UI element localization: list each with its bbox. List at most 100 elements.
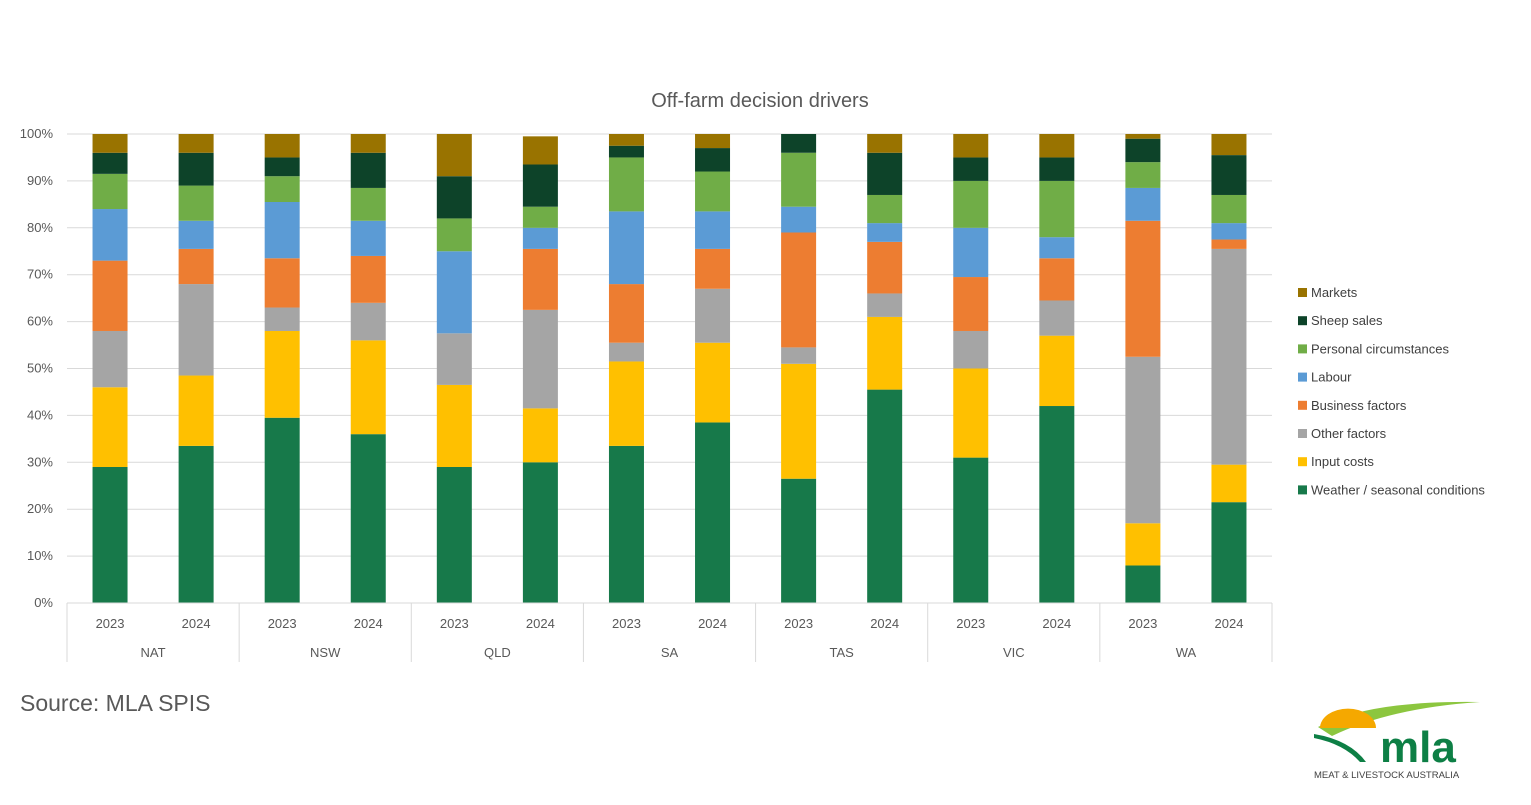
bar-segment: [436, 466, 472, 603]
bar-segment: [608, 145, 644, 158]
bars: [92, 134, 1247, 603]
x-year-label: 2023: [956, 616, 985, 631]
bar-segment: [1039, 237, 1075, 259]
x-year-label: 2023: [612, 616, 641, 631]
legend-label: Labour: [1311, 370, 1352, 385]
y-tick-label: 50%: [27, 361, 53, 376]
bar-segment: [264, 176, 300, 203]
bar-segment: [178, 375, 214, 446]
bar-segment: [92, 387, 128, 467]
bar-segment: [436, 384, 472, 467]
bar-segment: [350, 255, 386, 303]
bar-segment: [1211, 223, 1247, 240]
bar-segment: [1125, 220, 1161, 357]
bar-segment: [781, 152, 817, 207]
bar-segment: [867, 389, 903, 603]
bar-segment: [1039, 180, 1075, 238]
bar-segment: [92, 209, 128, 261]
bar-segment: [781, 232, 817, 348]
bar-segment: [1211, 239, 1247, 249]
source-note: Source: MLA SPIS: [20, 690, 211, 716]
stacked-bar-chart: Off-farm decision drivers 0% 10% 20% 30% 40%…: [20, 90, 1485, 662]
y-tick-label: 30%: [27, 454, 53, 469]
bar-segment: [436, 218, 472, 252]
bar-segment: [522, 248, 558, 310]
bar-segment: [608, 134, 644, 146]
bar-segment: [522, 206, 558, 228]
chart-title: Off-farm decision drivers: [651, 90, 868, 112]
legend-label: Input costs: [1311, 454, 1374, 469]
bar-segment: [953, 330, 989, 369]
y-tick-label: 80%: [27, 220, 53, 235]
bar-segment: [695, 148, 731, 172]
bar-segment: [695, 171, 731, 212]
bar-segment: [1125, 523, 1161, 566]
bar-segment: [178, 248, 214, 285]
bar-segment: [1125, 565, 1161, 603]
bar-segment: [522, 164, 558, 207]
bar-segment: [178, 185, 214, 221]
bar-segment: [867, 223, 903, 242]
x-group-label: QLD: [484, 645, 511, 660]
y-tick-label: 70%: [27, 267, 53, 282]
bar-segment: [264, 134, 300, 158]
bar-segment: [695, 342, 731, 423]
bar-segment: [867, 194, 903, 224]
x-group-label: NAT: [141, 645, 166, 660]
bar-segment: [953, 180, 989, 228]
x-year-label: 2024: [354, 616, 383, 631]
bar-segment: [953, 134, 989, 158]
bar-segment: [1211, 155, 1247, 195]
bar-segment: [436, 134, 472, 177]
x-group-label: WA: [1176, 645, 1197, 660]
bar-segment: [953, 368, 989, 458]
legend-swatch: [1298, 316, 1307, 326]
bar-segment: [781, 206, 817, 233]
bar-segment: [608, 284, 644, 343]
x-year-label: 2024: [182, 616, 211, 631]
y-tick-label: 10%: [27, 548, 53, 563]
legend-swatch: [1298, 400, 1307, 410]
logo-sun: [1320, 708, 1376, 728]
x-axis: 2023 2024 2023 2024 2023 2024 2023 2024 2023 2024…: [66, 602, 1273, 662]
x-year-label: 2023: [440, 616, 469, 631]
legend-label: Sheep sales: [1311, 313, 1383, 328]
bar-segment: [953, 227, 989, 278]
bar-segment: [1039, 335, 1075, 407]
bar-segment: [781, 363, 817, 479]
y-tick-label: 40%: [27, 407, 53, 422]
bar-segment: [1039, 157, 1075, 181]
bar-segment: [264, 417, 300, 603]
legend-swatch: [1298, 429, 1307, 438]
x-year-label: 2023: [96, 616, 125, 631]
bar-segment: [264, 307, 300, 331]
bar-segment: [436, 251, 472, 334]
x-year-label: 2023: [1128, 616, 1157, 631]
y-tick-label: 0%: [34, 595, 53, 610]
bar-segment: [1211, 502, 1247, 603]
logo-swoosh-lower: [1314, 734, 1366, 762]
legend-label: Other factors: [1311, 426, 1387, 441]
bar-segment: [781, 478, 817, 603]
bar-segment: [1039, 258, 1075, 301]
bar-segment: [350, 302, 386, 341]
bar-segment: [1211, 464, 1247, 503]
legend-label: Business factors: [1311, 398, 1407, 413]
bar-segment: [436, 333, 472, 385]
bar-segment: [350, 152, 386, 188]
y-tick-label: 20%: [27, 501, 53, 516]
bar-segment: [953, 157, 989, 181]
x-group-label: SA: [661, 645, 679, 660]
legend-swatch: [1298, 485, 1307, 495]
bar-segment: [608, 342, 644, 362]
bar-segment: [1125, 356, 1161, 524]
bar-segment: [436, 176, 472, 219]
bar-segment: [350, 434, 386, 603]
legend-swatch: [1298, 457, 1307, 467]
bar-segment: [522, 462, 558, 603]
bar-segment: [867, 293, 903, 317]
x-year-label: 2023: [784, 616, 813, 631]
y-tick-label: 90%: [27, 173, 53, 188]
bar-segment: [695, 422, 731, 603]
x-year-label: 2024: [870, 616, 899, 631]
